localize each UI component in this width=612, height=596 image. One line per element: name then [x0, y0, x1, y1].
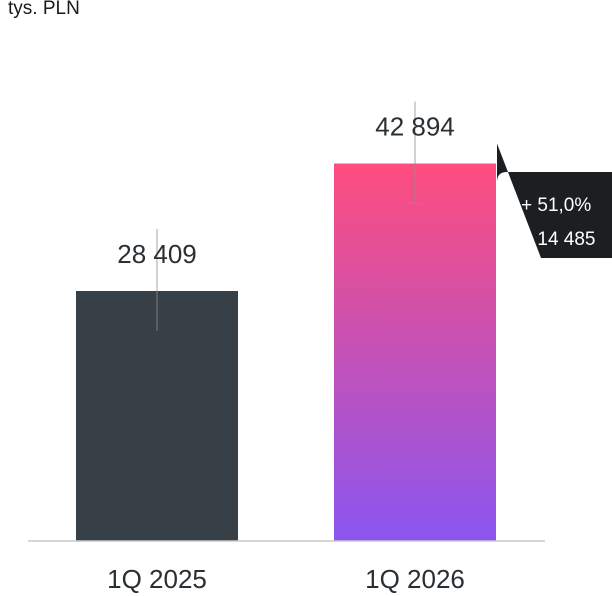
bar-1q-2025	[76, 291, 238, 541]
bar-1q-2026	[334, 163, 496, 541]
callout-line-percent: + 51,0%	[521, 195, 591, 216]
change-callout: + 51,0% + 14 485	[497, 143, 612, 258]
bars-group: 28 409 1Q 2025 42 894 1Q 2026	[76, 101, 496, 594]
value-label-1q-2026: 42 894	[375, 112, 455, 142]
unit-label: tys. PLN	[8, 0, 80, 19]
callout-background	[497, 143, 612, 258]
x-tick-label-1q-2025: 1Q 2025	[107, 564, 207, 594]
x-tick-label-1q-2026: 1Q 2026	[365, 564, 465, 594]
value-label-1q-2025: 28 409	[117, 239, 197, 269]
callout-line-absolute: + 14 485	[521, 229, 596, 250]
